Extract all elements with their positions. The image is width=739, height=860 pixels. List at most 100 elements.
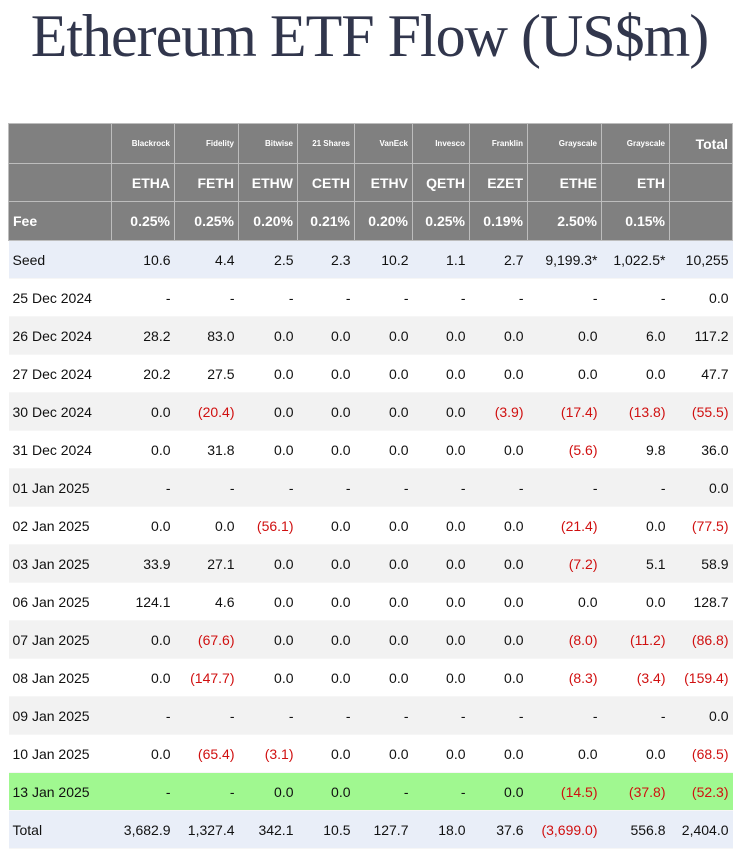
cell: (21.4) <box>527 506 602 545</box>
issuer-name: VanEck <box>354 123 413 164</box>
row-label: Total <box>8 810 112 849</box>
cell: 0.0 <box>297 772 355 811</box>
table-row: 02 Jan 2025 0.0 0.0 (56.1) 0.0 0.0 0.0 0.0 (21.4… <box>8 506 733 545</box>
table-row: 27 Dec 2024 20.2 27.5 0.0 0.0 0.0 0.0 0.0 0.0 0.0… <box>8 354 733 393</box>
row-label: 01 Jan 2025 <box>8 468 112 507</box>
issuer-name: Fidelity <box>174 123 239 164</box>
cell: (52.3) <box>669 772 733 811</box>
cell: 0.0 <box>297 316 355 355</box>
header-cell <box>669 163 733 202</box>
cell: 0.0 <box>527 316 602 355</box>
table-row: 25 Dec 2024- - - - - - - - -0.0 <box>8 278 733 317</box>
cell: 0.0 <box>527 354 602 393</box>
cell: 0.0 <box>412 544 470 583</box>
cell: 0.0 <box>238 430 298 469</box>
cell: (3.4) <box>601 658 670 697</box>
cell: 0.0 <box>469 620 528 659</box>
row-label: 07 Jan 2025 <box>8 620 112 659</box>
table-row: 01 Jan 2025- - - - - - - - -0.0 <box>8 468 733 507</box>
cell: 5.1 <box>601 544 670 583</box>
cell: 0.0 <box>354 658 413 697</box>
cell: 0.0 <box>297 620 355 659</box>
issuer-name: Blackrock <box>111 123 175 164</box>
cell: 0.0 <box>111 392 175 431</box>
ticker: ETHE <box>527 163 602 202</box>
cell: 2,404.0 <box>669 810 733 849</box>
cell: 0.0 <box>669 278 733 317</box>
cell: 0.0 <box>238 772 298 811</box>
issuer-name: Franklin <box>469 123 528 164</box>
cell: 10.2 <box>354 240 413 279</box>
cell: 0.0 <box>174 506 239 545</box>
cell: 0.0 <box>238 658 298 697</box>
ticker-row: ETHA FETH ETHW CETH ETHV QETH EZET ETHE ETH <box>8 163 733 202</box>
ticker: ETHA <box>111 163 175 202</box>
cell: - <box>297 696 355 735</box>
cell: 47.7 <box>669 354 733 393</box>
cell: 128.7 <box>669 582 733 621</box>
cell: 0.0 <box>238 392 298 431</box>
fee: 0.19% <box>469 201 528 241</box>
cell: 117.2 <box>669 316 733 355</box>
cell: 0.0 <box>297 734 355 773</box>
row-label: 13 Jan 2025 <box>8 772 112 811</box>
issuer-row: Blackrock Fidelity Bitwise 21 Shares VanEck I… <box>8 123 733 164</box>
cell: (65.4) <box>174 734 239 773</box>
issuer-name: 21 Shares <box>297 123 355 164</box>
table-row: Seed 10.6 4.4 2.5 2.3 10.2 1.1 2.7 9,199.3* 1,022… <box>8 240 733 279</box>
cell: 0.0 <box>111 430 175 469</box>
cell: (77.5) <box>669 506 733 545</box>
fee: 0.25% <box>111 201 175 241</box>
cell: 0.0 <box>412 354 470 393</box>
cell: 0.0 <box>354 506 413 545</box>
table-body: Seed 10.6 4.4 2.5 2.3 10.2 1.1 2.7 9,199.3* 1,022… <box>8 240 733 849</box>
cell: 0.0 <box>412 506 470 545</box>
cell: 0.0 <box>669 468 733 507</box>
cell: 1,327.4 <box>174 810 239 849</box>
cell: 0.0 <box>412 392 470 431</box>
cell: - <box>111 772 175 811</box>
table-row: 03 Jan 2025 33.9 27.1 0.0 0.0 0.0 0.0 0.0 (7.2) 5… <box>8 544 733 583</box>
cell: 4.6 <box>174 582 239 621</box>
cell: 36.0 <box>669 430 733 469</box>
cell: 0.0 <box>601 734 670 773</box>
cell: 27.5 <box>174 354 239 393</box>
row-label: 06 Jan 2025 <box>8 582 112 621</box>
cell: 0.0 <box>111 658 175 697</box>
cell: - <box>174 278 239 317</box>
row-label: 09 Jan 2025 <box>8 696 112 735</box>
fee-label: Fee <box>8 201 112 241</box>
cell: 0.0 <box>412 582 470 621</box>
row-label: 02 Jan 2025 <box>8 506 112 545</box>
cell: 0.0 <box>412 658 470 697</box>
cell: 0.0 <box>469 544 528 583</box>
page-title: Ethereum ETF Flow (US$m) <box>30 3 710 69</box>
cell: 0.0 <box>297 658 355 697</box>
cell: 0.0 <box>111 734 175 773</box>
cell: 0.0 <box>469 316 528 355</box>
cell: - <box>354 772 413 811</box>
cell: 0.0 <box>354 316 413 355</box>
header-cell <box>669 201 733 241</box>
cell: - <box>111 468 175 507</box>
cell: 0.0 <box>469 354 528 393</box>
row-label: 31 Dec 2024 <box>8 430 112 469</box>
cell: 83.0 <box>174 316 239 355</box>
cell: 10,255 <box>669 240 733 279</box>
total-header: Total <box>669 123 733 164</box>
cell: 0.0 <box>601 506 670 545</box>
cell: 2.5 <box>238 240 298 279</box>
issuer-name: Grayscale <box>527 123 602 164</box>
cell: 0.0 <box>412 620 470 659</box>
cell: 0.0 <box>354 392 413 431</box>
cell: - <box>527 696 602 735</box>
cell: 31.8 <box>174 430 239 469</box>
header-cell <box>8 123 112 164</box>
cell: (3,699.0) <box>527 810 602 849</box>
table-row: 31 Dec 2024 0.0 31.8 0.0 0.0 0.0 0.0 0.0 (5.6) 9.… <box>8 430 733 469</box>
header-cell <box>8 163 112 202</box>
cell: 0.0 <box>238 620 298 659</box>
cell: - <box>174 772 239 811</box>
cell: - <box>601 278 670 317</box>
cell: (14.5) <box>527 772 602 811</box>
